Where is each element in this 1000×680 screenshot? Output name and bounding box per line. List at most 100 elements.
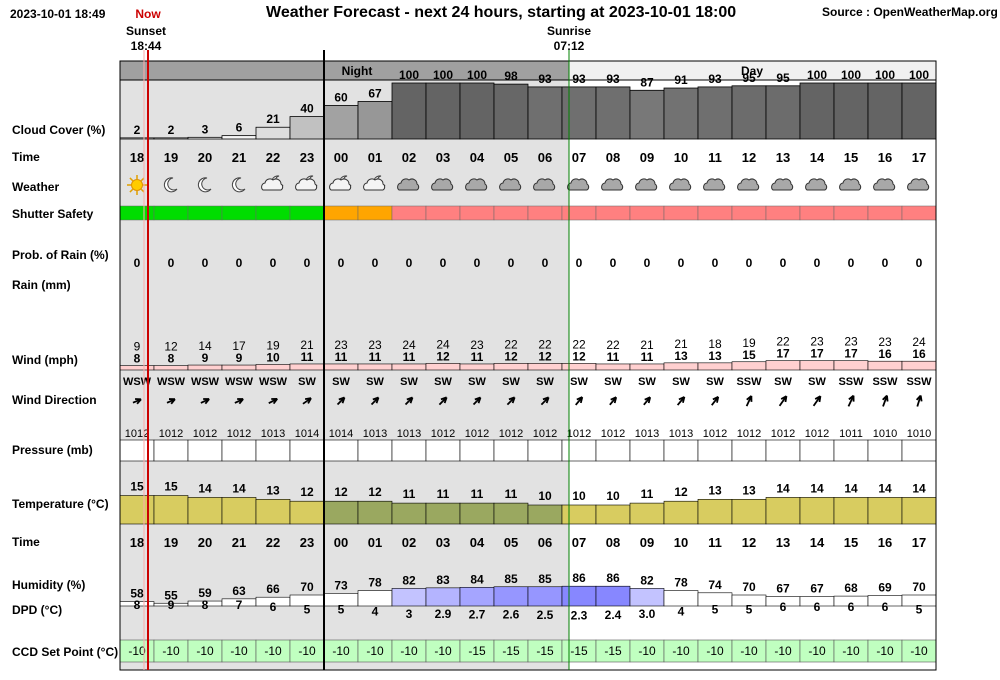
humidity-value: 58 bbox=[130, 587, 144, 601]
humidity-value: 84 bbox=[470, 572, 484, 586]
wind-speed-value: 11 bbox=[335, 350, 348, 364]
pressure-value: 1012 bbox=[431, 428, 455, 440]
wind-arrowhead bbox=[474, 396, 482, 404]
wind-gust-value: 19 bbox=[742, 336, 756, 350]
pressure-value: 1013 bbox=[669, 428, 693, 440]
cloud-icon bbox=[907, 178, 930, 191]
cloud-icon bbox=[669, 178, 692, 191]
row-label-time2: Time bbox=[12, 535, 40, 549]
ccd-value: -10 bbox=[808, 644, 826, 658]
wind-gust-value: 21 bbox=[640, 338, 654, 352]
rain-prob-value: 0 bbox=[474, 256, 481, 270]
cloud-shape bbox=[907, 178, 930, 191]
dpd-value: 4 bbox=[678, 605, 685, 619]
pressure-value: 1011 bbox=[839, 428, 863, 440]
temperature-bar bbox=[425, 502, 461, 525]
time-label: 11 bbox=[708, 535, 722, 550]
wind-dir-label: WSW bbox=[259, 376, 288, 388]
temperature-value: 12 bbox=[674, 485, 688, 499]
temperature-value: 11 bbox=[505, 487, 518, 501]
temperature-bar bbox=[629, 502, 665, 525]
wind-speed-value: 13 bbox=[708, 349, 722, 363]
time-label: 22 bbox=[266, 150, 280, 165]
wind-gust-value: 23 bbox=[810, 335, 824, 349]
sun-icon bbox=[127, 175, 147, 195]
cloud-icon bbox=[737, 178, 760, 191]
time-label: 09 bbox=[640, 535, 654, 550]
wind-speed-value: 10 bbox=[266, 351, 280, 365]
cloud-value: 100 bbox=[875, 68, 895, 82]
wind-dir-label: SW bbox=[298, 376, 316, 388]
wind-bar bbox=[187, 364, 223, 371]
cloud-value: 95 bbox=[776, 71, 790, 85]
wind-dir-label: SSW bbox=[838, 376, 864, 388]
temperature-bar bbox=[391, 502, 427, 525]
wind-arrowhead bbox=[372, 396, 380, 404]
wind-bar bbox=[357, 363, 393, 371]
wind-bar bbox=[391, 363, 427, 371]
wind-speed-value: 9 bbox=[236, 351, 243, 365]
wind-speed-value: 8 bbox=[168, 352, 175, 366]
time-label: 16 bbox=[878, 535, 892, 550]
humidity-bar bbox=[459, 586, 495, 607]
time-label: 10 bbox=[674, 535, 688, 550]
time-label: 12 bbox=[742, 535, 756, 550]
cloud-value: 98 bbox=[504, 69, 518, 83]
moon-cloud-icon bbox=[329, 175, 352, 191]
wind-dir-label: SW bbox=[536, 376, 554, 388]
wind-gust-value: 22 bbox=[538, 337, 552, 351]
pressure-cell bbox=[765, 439, 801, 462]
time-label: 20 bbox=[198, 535, 212, 550]
rain-prob-value: 0 bbox=[882, 256, 889, 270]
temperature-value: 14 bbox=[878, 481, 892, 495]
wind-bar bbox=[629, 363, 665, 371]
rain-prob-value: 0 bbox=[168, 256, 175, 270]
cloud-value: 100 bbox=[433, 68, 453, 82]
temperature-value: 14 bbox=[232, 481, 246, 495]
cloud-icon bbox=[533, 178, 556, 191]
ccd-value: -10 bbox=[910, 644, 928, 658]
cloud-value: 93 bbox=[572, 72, 586, 86]
pressure-cell bbox=[561, 439, 597, 462]
ccd-value: -10 bbox=[434, 644, 452, 658]
temperature-value: 11 bbox=[437, 487, 450, 501]
moon-icon bbox=[231, 177, 246, 193]
time-label: 17 bbox=[912, 150, 926, 165]
wind-bar bbox=[527, 363, 563, 371]
wind-speed-value: 8 bbox=[134, 352, 141, 366]
temperature-bar bbox=[561, 504, 597, 525]
cloud-value: 100 bbox=[841, 68, 861, 82]
wind-arrowhead bbox=[576, 396, 584, 404]
wind-arrowhead bbox=[814, 395, 822, 403]
row-label-pressure: Pressure (mb) bbox=[12, 443, 93, 457]
cloud-icon bbox=[873, 178, 896, 191]
pressure-value: 1012 bbox=[499, 428, 523, 440]
pressure-cell bbox=[629, 439, 665, 462]
cloud-bar bbox=[221, 135, 257, 140]
cloud-value: 2 bbox=[168, 123, 175, 137]
shutter-cell bbox=[867, 205, 903, 221]
wind-bar bbox=[595, 363, 631, 371]
rain-prob-value: 0 bbox=[576, 256, 583, 270]
moon-shape bbox=[197, 177, 212, 193]
time-label: 16 bbox=[878, 150, 892, 165]
cloud-value: 93 bbox=[606, 72, 620, 86]
temperature-bar bbox=[153, 495, 189, 525]
cloud-bar bbox=[527, 86, 563, 140]
wind-speed-value: 11 bbox=[369, 350, 382, 364]
pressure-cell bbox=[459, 439, 495, 462]
sunrise-label: Sunrise bbox=[547, 24, 591, 38]
shutter-cell bbox=[255, 205, 291, 221]
cloud-shape bbox=[261, 178, 284, 191]
wind-gust-value: 23 bbox=[844, 335, 858, 349]
cloud-shape bbox=[601, 178, 624, 191]
time-label: 02 bbox=[402, 150, 416, 165]
time-label: 21 bbox=[232, 535, 246, 550]
temperature-value: 13 bbox=[266, 483, 280, 497]
time-label: 04 bbox=[470, 150, 485, 165]
wind-dir-label: SW bbox=[400, 376, 418, 388]
ccd-value: -10 bbox=[842, 644, 860, 658]
cloud-value: 100 bbox=[909, 68, 929, 82]
cloud-bar bbox=[901, 82, 937, 140]
shutter-cell bbox=[153, 205, 189, 221]
